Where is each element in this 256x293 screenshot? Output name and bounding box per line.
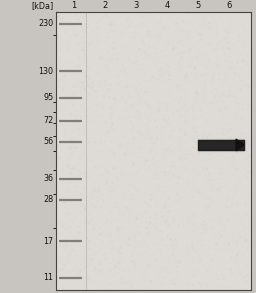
Polygon shape: [236, 139, 244, 151]
Text: 3: 3: [133, 1, 139, 11]
Text: 17: 17: [44, 237, 54, 246]
Text: 130: 130: [39, 67, 54, 76]
Text: 5: 5: [195, 1, 201, 11]
Text: [kDa]: [kDa]: [31, 1, 54, 11]
Text: 1: 1: [71, 1, 77, 11]
Text: 95: 95: [43, 93, 54, 102]
Text: 56: 56: [44, 137, 54, 146]
Text: 28: 28: [44, 195, 54, 204]
Text: 11: 11: [44, 273, 54, 282]
Text: 36: 36: [44, 174, 54, 183]
Text: 72: 72: [43, 116, 54, 125]
Text: 230: 230: [38, 19, 54, 28]
Text: 4: 4: [164, 1, 170, 11]
Text: 6: 6: [226, 1, 232, 11]
Text: 2: 2: [102, 1, 108, 11]
